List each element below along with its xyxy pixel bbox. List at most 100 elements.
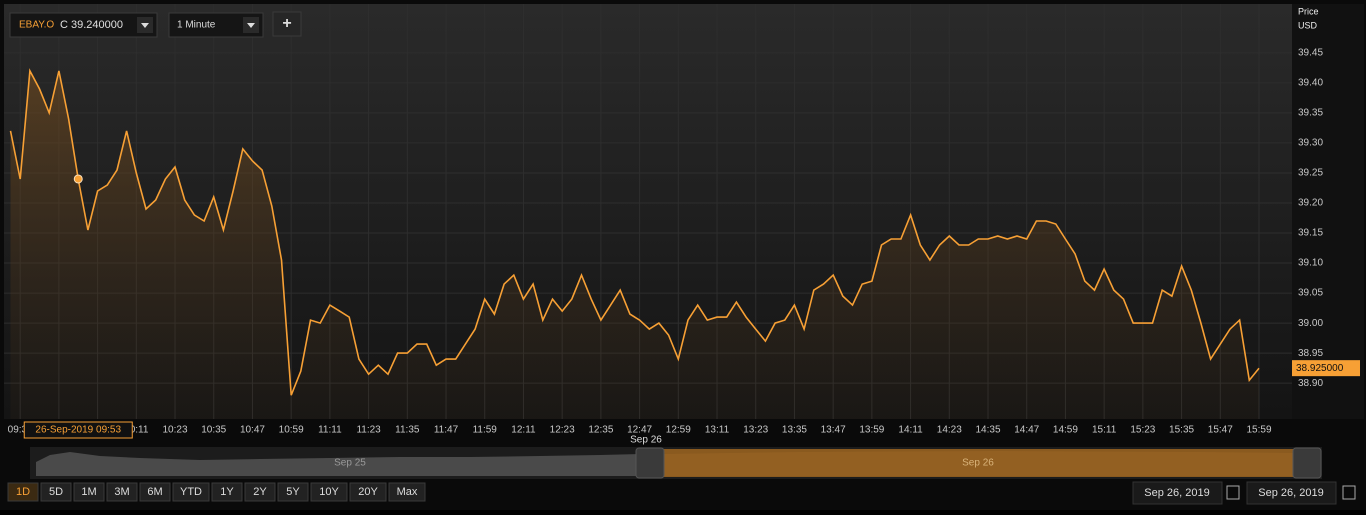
range-button-label: 3M	[114, 486, 129, 498]
navigator-silhouette	[36, 452, 640, 476]
x-tick-label: 11:59	[473, 425, 498, 436]
range-button-label: 1M	[81, 486, 96, 498]
calendar-icon[interactable]	[1342, 485, 1356, 500]
range-button-label: 20Y	[358, 486, 378, 498]
range-button-label: 1D	[16, 486, 30, 498]
x-tick-label: 14:59	[1053, 425, 1078, 436]
crosshair-label-box	[23, 421, 133, 439]
navigator-selection-silhouette	[664, 451, 1294, 476]
calendar-icon[interactable]	[1226, 485, 1240, 500]
y-axis-unit: USD	[1298, 20, 1318, 30]
symbol: EBAY.O	[19, 20, 54, 31]
range-button[interactable]	[40, 482, 72, 502]
add-label: +	[282, 15, 291, 32]
range-button[interactable]	[244, 482, 276, 502]
y-axis-panel	[1292, 4, 1364, 419]
navigator-label: Sep 26	[962, 458, 994, 469]
navigator-label: Sep 25	[334, 458, 366, 469]
x-tick-label: 12:11	[511, 425, 536, 436]
y-tick-label: 39.15	[1298, 228, 1323, 239]
range-button-label: 6M	[147, 486, 162, 498]
y-tick-label: 39.00	[1298, 318, 1323, 329]
x-tick-label: 10:11	[124, 425, 149, 436]
x-tick-label: 13:23	[743, 425, 768, 436]
range-button-label: Max	[397, 486, 418, 498]
range-button-label: 5Y	[286, 486, 300, 498]
day-label: Sep 26	[630, 435, 662, 446]
date-to-box[interactable]	[1246, 481, 1337, 505]
y-tick-label: 38.90	[1298, 378, 1323, 389]
y-tick-label: 39.40	[1298, 78, 1323, 89]
dropdown-arrow	[141, 23, 149, 28]
y-tick-label: 39.20	[1298, 198, 1323, 209]
area-fill	[10, 70, 1259, 420]
range-button[interactable]	[73, 482, 105, 502]
last-price-box	[1292, 360, 1360, 377]
x-tick-label: 13:59	[859, 425, 884, 436]
range-button[interactable]	[349, 482, 387, 502]
range-button[interactable]	[310, 482, 348, 502]
x-tick-label: 13:11	[705, 425, 730, 436]
range-button[interactable]	[172, 482, 210, 502]
last-price-label: 38.925000	[1296, 363, 1344, 374]
x-tick-label: 15:11	[1092, 425, 1117, 436]
range-button-label: 1Y	[220, 486, 234, 498]
y-tick-label: 38.95	[1298, 348, 1323, 359]
range-button-label: YTD	[180, 486, 202, 498]
symbol-box[interactable]	[9, 12, 158, 38]
interval: 1 Minute	[177, 20, 216, 31]
navigator-handle[interactable]	[1292, 447, 1322, 479]
x-tick-label: 11:23	[356, 425, 381, 436]
range-button-label: 2Y	[253, 486, 267, 498]
x-tick-label: 15:59	[1246, 425, 1271, 436]
x-tick-label: 14:47	[1014, 425, 1039, 436]
range-button[interactable]	[211, 482, 243, 502]
x-tick-label: 11:11	[318, 425, 342, 436]
crosshair-marker	[73, 174, 83, 184]
y-tick-label: 39.10	[1298, 258, 1323, 269]
range-button[interactable]	[7, 482, 39, 502]
x-tick-label: 11:47	[434, 425, 459, 436]
x-tick-label: 14:35	[975, 425, 1000, 436]
x-tick-label: 10:59	[279, 425, 304, 436]
date-to: Sep 26, 2019	[1258, 487, 1323, 499]
range-button[interactable]	[277, 482, 309, 502]
date-from-box[interactable]	[1132, 481, 1223, 505]
range-button[interactable]	[388, 482, 426, 502]
y-tick-label: 39.45	[1298, 47, 1323, 58]
x-tick-label: 09:35	[8, 425, 33, 436]
x-tick-label: 13:35	[782, 425, 807, 436]
close-value: C 39.240000	[60, 19, 123, 31]
date-from: Sep 26, 2019	[1144, 487, 1209, 499]
navigator-handle[interactable]	[635, 447, 665, 479]
dropdown-arrow	[247, 23, 255, 28]
x-tick-label: 13:47	[821, 425, 846, 436]
x-tick-label: 15:47	[1208, 425, 1233, 436]
x-tick-label: 10:47	[240, 425, 265, 436]
x-tick-label: 14:23	[937, 425, 962, 436]
plot	[9, 68, 1260, 420]
range-button[interactable]	[139, 482, 171, 502]
crosshair-label: 26-Sep-2019 09:53	[35, 425, 121, 436]
x-tick-label: 11:35	[395, 425, 420, 436]
add-button[interactable]	[272, 11, 302, 37]
x-tick-label: 10:35	[201, 425, 226, 436]
y-tick-label: 39.05	[1298, 288, 1323, 299]
y-tick-label: 39.30	[1298, 138, 1323, 149]
x-tick-label: 15:35	[1169, 425, 1194, 436]
y-axis-title: Price	[1298, 6, 1319, 16]
range-button-label: 10Y	[319, 486, 339, 498]
range-button-label: 5D	[49, 486, 63, 498]
x-tick-label: 12:35	[588, 425, 613, 436]
y-tick-label: 39.25	[1298, 168, 1323, 179]
range-buttons: 1D 5D 1M 3M 6M YTD 1Y 2Y 5Y 10Y 20Y Max	[7, 482, 426, 502]
x-tick-label: 12:23	[550, 425, 575, 436]
x-tick-label: 12:47	[627, 425, 652, 436]
x-tick-label: 15:23	[1130, 425, 1155, 436]
y-tick-label: 39.35	[1298, 108, 1323, 119]
price-line	[9, 68, 1260, 396]
x-tick-label: 14:11	[898, 425, 923, 436]
range-button[interactable]	[106, 482, 138, 502]
